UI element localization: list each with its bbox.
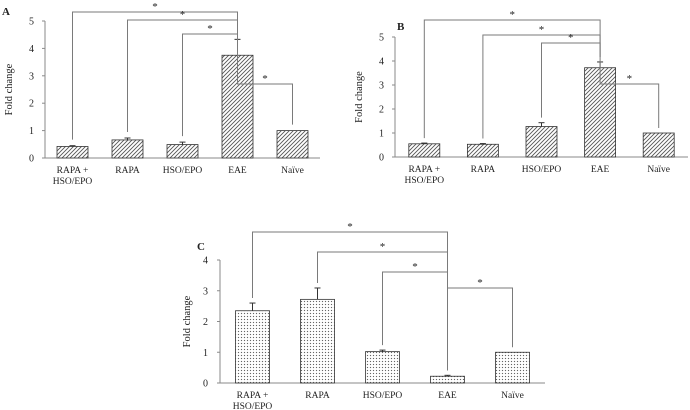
y-tick-label: 4 [379,57,384,68]
x-tick-label: RAPA [305,391,330,401]
y-tick-label: 2 [379,105,384,116]
x-tick-label: Naïve [501,391,524,401]
bar [408,143,441,158]
significance-star: * [627,73,633,85]
bar [495,351,530,384]
y-tick-label: 2 [29,99,34,110]
y-tick-label: 0 [379,153,384,164]
y-tick-label: 5 [379,33,384,44]
significance-star: * [180,9,186,21]
bar [584,67,616,158]
bar [235,310,270,384]
y-tick-label: 4 [203,256,208,267]
bar [166,144,199,159]
x-tick-label: RAPA [115,166,140,176]
bar [300,298,335,384]
x-tick-label: EAE [438,391,457,401]
significance-star: * [568,32,574,44]
y-tick-label: 1 [203,348,208,359]
y-tick-label: 3 [379,81,384,92]
significance-star: * [207,23,213,35]
y-tick-label: 1 [29,126,34,137]
x-tick-label: HSO/EPO [363,391,403,401]
bar [365,351,400,384]
bar [525,126,558,158]
significance-star: * [380,241,386,253]
x-tick-label: Naïve [281,166,304,176]
y-axis-label: Fold change [354,71,365,123]
bar [276,130,309,159]
significance-star: * [412,261,418,273]
panel-label: A [2,6,10,18]
significance-bracket [541,42,601,118]
x-tick-label: RAPA [471,165,496,175]
x-tick-label: HSO/EPO [233,402,273,410]
x-tick-label: EAE [228,166,247,176]
significance-bracket [447,287,513,371]
panel-label: B [397,21,405,33]
significance-star: * [347,221,353,233]
y-tick-label: 4 [29,44,34,55]
y-tick-label: 5 [29,17,34,28]
bar [56,146,89,159]
bar [111,139,144,159]
bar [430,375,465,384]
y-axis-label: Fold change [182,295,193,347]
significance-bracket [127,19,238,132]
significance-star: * [152,1,158,13]
y-tick-label: 0 [29,154,34,165]
significance-bracket [237,33,293,125]
x-tick-label: HSO/EPO [163,166,203,176]
x-tick-label: HSO/EPO [405,176,445,186]
x-tick-label: RAPA + [408,165,440,175]
y-tick-label: 0 [203,379,208,390]
significance-star: * [509,9,515,21]
significance-bracket [599,56,660,128]
y-tick-label: 1 [379,129,384,140]
x-tick-label: HSO/EPO [522,165,562,175]
significance-star: * [477,277,483,289]
y-tick-label: 3 [29,71,34,82]
x-tick-label: RAPA + [237,391,269,401]
y-axis-label: Fold change [4,63,15,115]
x-tick-label: RAPA + [57,166,89,176]
x-tick-label: EAE [591,165,610,175]
significance-bracket [423,19,601,139]
y-tick-label: 3 [203,286,208,297]
bar [466,143,499,158]
significance-bracket [252,231,448,371]
significance-bracket [72,11,238,140]
significance-star: * [262,73,268,85]
y-tick-label: 2 [203,317,208,328]
significance-star: * [539,24,545,36]
panel-label: C [197,241,205,253]
bar [642,132,675,158]
x-tick-label: Naïve [647,165,670,175]
x-tick-label: HSO/EPO [53,177,93,187]
